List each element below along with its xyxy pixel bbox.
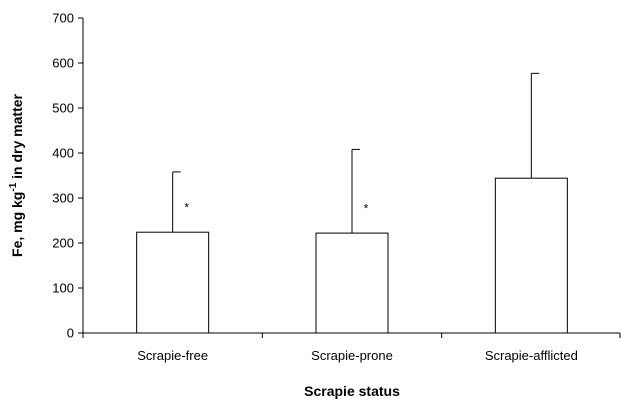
y-tick-label: 100 [52, 281, 74, 296]
significance-marker: * [364, 201, 369, 215]
y-tick-label: 300 [52, 191, 74, 206]
x-tick-labels: Scrapie-free Scrapie-prone Scrapie-afflict… [137, 348, 578, 363]
bar [315, 232, 389, 334]
y-axis-title: Fe, mg kg-1 in dry matter [8, 93, 25, 257]
y-axis-title-main: Fe, mg kg [9, 192, 25, 257]
y-tick-label: 400 [52, 146, 74, 161]
y-axis-title-suffix: in dry matter [9, 93, 25, 182]
bar [136, 231, 210, 334]
y-tick-label: 700 [52, 11, 74, 26]
y-tick-label: 500 [52, 101, 74, 116]
significance-marker: * [184, 200, 189, 214]
x-tick-label: Scrapie-prone [311, 348, 393, 363]
y-tick-label: 600 [52, 56, 74, 71]
bars: * * [136, 72, 568, 334]
y-axis-title-superscript: -1 [8, 182, 19, 191]
y-tick-label: 0 [67, 326, 74, 341]
x-tick-label: Scrapie-afflicted [485, 348, 578, 363]
y-tick-label: 200 [52, 236, 74, 251]
y-ticks: 0 100 200 300 400 500 600 700 [52, 11, 83, 341]
bar [494, 177, 568, 334]
x-axis-title: Scrapie status [304, 383, 400, 399]
x-tick-label: Scrapie-free [137, 348, 208, 363]
